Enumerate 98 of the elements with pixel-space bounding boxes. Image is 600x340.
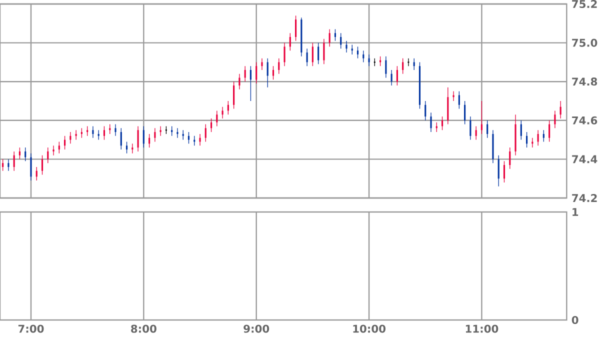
candlestick xyxy=(503,160,506,183)
candlestick xyxy=(266,58,268,88)
candlestick xyxy=(233,81,235,110)
candlestick xyxy=(470,116,472,140)
candlestick xyxy=(58,141,60,154)
candlestick xyxy=(154,128,156,142)
candlestick xyxy=(356,46,359,59)
candlestick xyxy=(103,126,106,140)
candlestick xyxy=(126,141,128,154)
candlestick xyxy=(2,158,4,172)
candlestick xyxy=(430,112,432,132)
candlestick xyxy=(340,32,342,49)
candlestick xyxy=(436,122,438,132)
candlestick xyxy=(176,128,178,138)
candlestick xyxy=(498,154,500,187)
candlestick xyxy=(30,153,32,181)
candlestick xyxy=(362,50,364,63)
candlestick xyxy=(318,42,320,64)
y-tick-label: 75.0 xyxy=(572,38,598,47)
candlestick xyxy=(526,132,528,148)
candlestick xyxy=(24,147,26,162)
candlestick xyxy=(334,28,336,42)
candlestick xyxy=(204,124,206,142)
candlestick xyxy=(92,126,94,138)
candlestick xyxy=(294,15,297,42)
candlestick xyxy=(560,100,562,119)
candlestick xyxy=(244,66,246,82)
candlestick xyxy=(464,100,466,125)
candlestick xyxy=(532,138,534,148)
candlestick xyxy=(407,58,410,66)
candlestick xyxy=(137,126,139,152)
candlestick xyxy=(52,145,54,156)
candlestick xyxy=(160,126,162,136)
y-tick-label: 0 xyxy=(572,316,578,324)
candlestick xyxy=(132,143,134,154)
candlestick xyxy=(272,66,274,80)
candlestick xyxy=(306,48,308,66)
candlestick xyxy=(447,87,449,125)
candlestick xyxy=(142,126,144,148)
y-tick-label: 74.2 xyxy=(572,194,597,202)
candlestick xyxy=(452,90,454,102)
candlestick xyxy=(109,124,111,134)
candlestick xyxy=(424,100,426,121)
candlestick xyxy=(284,42,286,66)
candlestick xyxy=(70,132,72,144)
candlestick xyxy=(13,151,15,172)
candlestick xyxy=(328,28,330,48)
candlestick xyxy=(199,134,201,146)
candlestick xyxy=(402,58,404,74)
candlestick xyxy=(261,58,263,70)
candlestick xyxy=(250,66,252,102)
x-tick-label: 11:00 xyxy=(466,324,498,333)
candlestick xyxy=(182,130,184,140)
candlestick xyxy=(458,90,460,110)
candlestick xyxy=(98,130,100,140)
candlestick xyxy=(537,130,539,146)
candlestick xyxy=(509,147,511,170)
candlestick xyxy=(554,110,556,128)
candlestick xyxy=(385,56,387,78)
y-tick-label: 75.2 xyxy=(572,0,597,8)
candlestick xyxy=(80,128,82,138)
x-tick-label: 10:00 xyxy=(353,324,386,333)
candlestick xyxy=(238,74,240,90)
candlestick xyxy=(312,42,314,66)
candlestick xyxy=(548,120,550,142)
y-tick-label: 1 xyxy=(572,208,578,216)
y-tick-label: 74.4 xyxy=(572,155,598,164)
candlestick xyxy=(114,124,116,136)
candlestick xyxy=(346,40,348,53)
candlestick xyxy=(542,130,544,142)
candlestick xyxy=(323,38,325,64)
candlestick xyxy=(18,147,21,160)
x-tick-label: 9:00 xyxy=(244,324,270,333)
x-tick-label: 8:00 xyxy=(131,324,156,333)
x-tick-label: 7:00 xyxy=(18,324,44,333)
candlestick xyxy=(8,158,10,172)
candlestick xyxy=(475,126,477,140)
candlestick xyxy=(278,58,280,74)
candlestick xyxy=(188,132,190,144)
candlestick xyxy=(47,147,49,164)
candlestick xyxy=(216,110,218,127)
candlestick xyxy=(390,70,392,86)
candlestick xyxy=(86,126,88,136)
y-tick-label: 74.6 xyxy=(572,116,598,124)
y-tick-label: 74.8 xyxy=(572,78,598,86)
candlestick xyxy=(396,66,398,86)
candlestick xyxy=(413,58,415,70)
candlestick xyxy=(256,62,258,84)
candlestick xyxy=(289,32,291,51)
candlestick xyxy=(222,106,224,119)
candlestick xyxy=(75,130,77,140)
candlestick xyxy=(351,44,353,55)
candlestick xyxy=(486,120,488,138)
candlestick xyxy=(120,128,122,150)
candlestick xyxy=(368,54,370,66)
candlestick xyxy=(41,154,44,176)
candlestick xyxy=(171,126,173,136)
candlestick xyxy=(520,120,522,140)
